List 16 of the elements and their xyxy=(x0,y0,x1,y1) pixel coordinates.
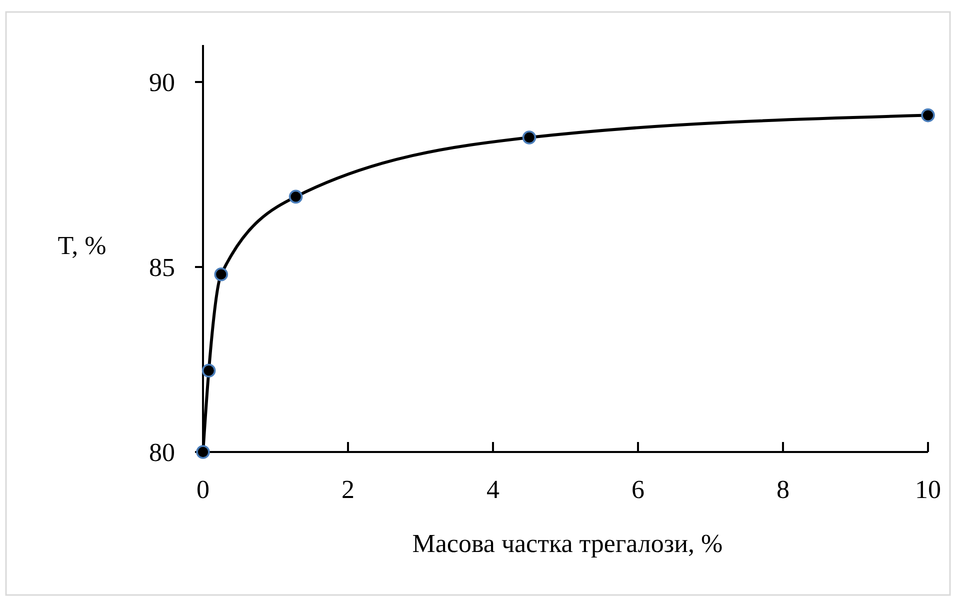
x-axis-title: Масова частка трегалози, % xyxy=(412,529,723,558)
point xyxy=(214,268,228,282)
x-tick-label: 2 xyxy=(342,475,354,504)
x-tick-label: 8 xyxy=(776,475,790,504)
x-tick-label: 6 xyxy=(632,475,644,504)
point xyxy=(921,108,935,122)
y-axis-title: T, % xyxy=(58,231,106,260)
point xyxy=(288,190,303,204)
point xyxy=(522,130,536,144)
y-tick-label: 80 xyxy=(149,438,175,468)
y-tick-label: 85 xyxy=(149,253,175,282)
x-tick-label: 4 xyxy=(486,475,500,504)
point xyxy=(202,364,216,378)
x-tick-label: 0 xyxy=(196,475,210,504)
x-tick-label: 10 xyxy=(915,475,941,504)
y-tick-label: 90 xyxy=(149,68,175,98)
